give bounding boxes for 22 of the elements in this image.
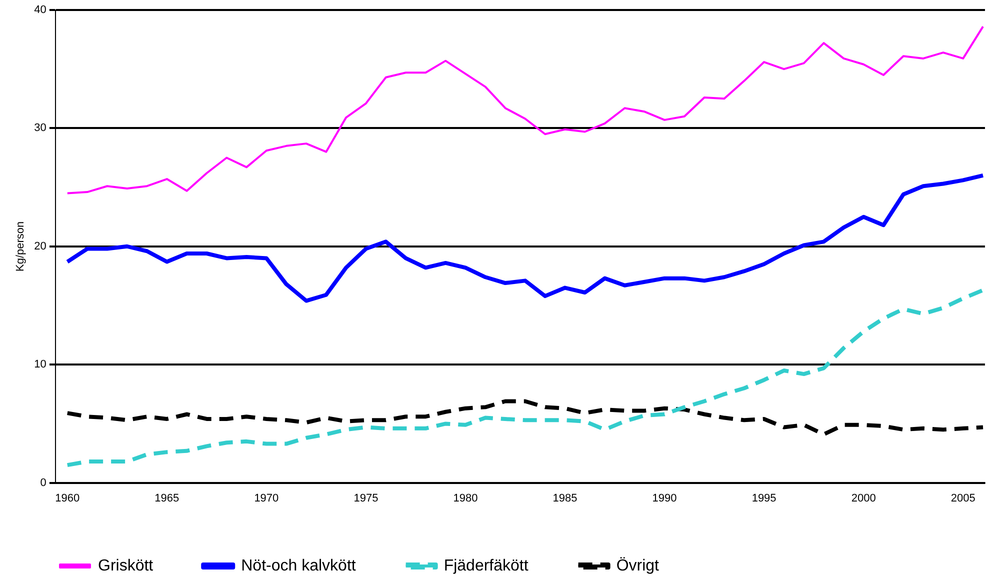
- legend-label: Griskött: [98, 557, 154, 574]
- x-tick-label: 1970: [254, 492, 279, 504]
- line-series: [65, 399, 985, 436]
- x-tick-label: 1975: [354, 492, 378, 504]
- legend-label: Övrigt: [616, 556, 660, 574]
- y-tick-label: 30: [34, 122, 46, 134]
- line-series: [65, 288, 985, 468]
- x-tick-label: 2005: [950, 492, 976, 504]
- x-tick-label: 1960: [55, 492, 80, 504]
- legend-label: Nöt-och kalvkött: [241, 557, 356, 574]
- y-tick-label: 20: [34, 240, 46, 252]
- x-tick-label: 1965: [154, 492, 180, 504]
- y-tick-label: 40: [34, 4, 46, 16]
- x-tick-label: 2000: [851, 492, 876, 504]
- x-tick-label: 1985: [552, 492, 578, 504]
- y-tick-label: 0: [40, 476, 46, 489]
- x-tick-label: 1980: [453, 492, 478, 504]
- y-axis-title: Kg/person: [14, 221, 27, 272]
- x-tick-label: 1990: [652, 492, 677, 504]
- y-tick-label: 10: [34, 358, 46, 371]
- x-tick-label: 1995: [752, 492, 776, 504]
- legend-label: Fjäderfäkött: [444, 557, 529, 574]
